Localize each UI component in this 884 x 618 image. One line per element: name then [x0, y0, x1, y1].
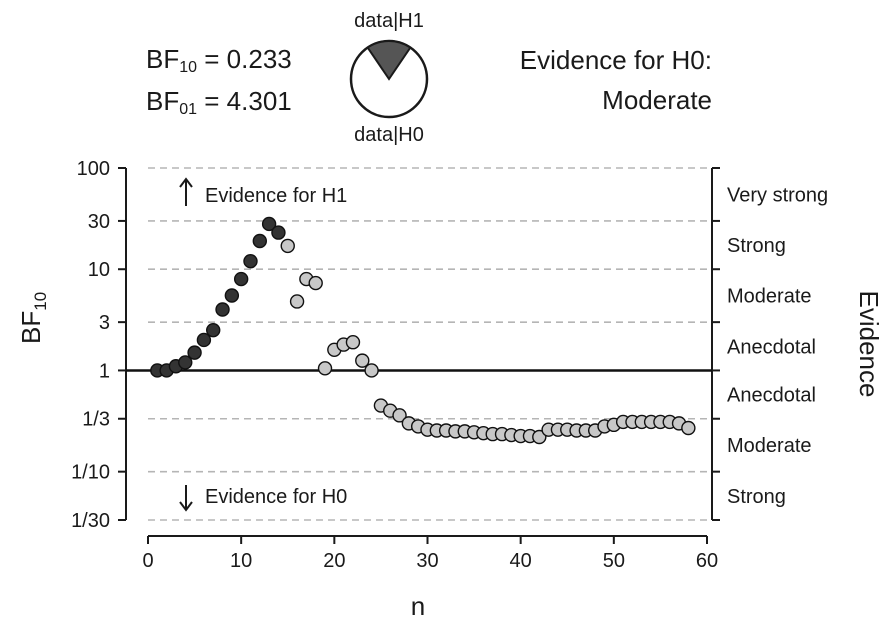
x-tick-label: 30	[416, 550, 438, 572]
evidence-h1-annotation: Evidence for H1	[179, 177, 347, 207]
x-ticks: 0 10 20 30 40 50 60	[142, 536, 718, 572]
data-point	[261, 216, 277, 232]
arrow-up-head	[179, 177, 193, 188]
data-point	[532, 429, 547, 445]
x-tick-label: 0	[142, 550, 153, 572]
bf10-value: = 0.233	[204, 44, 292, 74]
probability-wheel	[349, 39, 429, 119]
evidence-label: Anecdotal	[727, 336, 816, 358]
data-point	[308, 275, 323, 291]
x-tick-label: 60	[696, 550, 718, 572]
data-point	[252, 233, 267, 249]
evidence-label: Strong	[727, 235, 786, 257]
bf10-readout: BF10 = 0.233	[146, 44, 292, 79]
y-axis-title-main: BF	[16, 311, 46, 344]
pie-bottom-label: data|H0	[354, 124, 424, 146]
y-tick-label: 10	[88, 259, 110, 281]
bf10-subscript: 10	[179, 59, 198, 76]
y-tick-label: 1/10	[71, 462, 110, 484]
data-point	[206, 322, 221, 338]
data-point	[280, 238, 295, 254]
data-point	[317, 361, 333, 376]
data-point	[392, 408, 407, 423]
y-tick-label: 1/30	[71, 510, 110, 532]
data-point	[178, 355, 193, 370]
verdict-line-1: Evidence for H0:	[519, 45, 712, 75]
x-tick-label: 20	[323, 550, 345, 572]
y-axis-title: BF10	[16, 292, 50, 344]
y-tick-label: 3	[99, 312, 110, 334]
data-points	[150, 216, 696, 445]
annotation-up-text: Evidence for H1	[205, 185, 347, 207]
x-tick-label: 40	[510, 550, 532, 572]
data-point	[224, 288, 240, 303]
evidence-axis-title: Evidence	[854, 291, 884, 398]
data-point	[187, 345, 202, 360]
evidence-label: Very strong	[727, 184, 828, 206]
data-point	[364, 363, 379, 378]
x-tick-label: 10	[230, 550, 252, 572]
y-axis-title-subscript: 10	[31, 292, 50, 311]
data-point	[271, 225, 286, 240]
data-point	[196, 332, 212, 348]
x-tick-label: 50	[603, 550, 625, 572]
bf01-label: BF	[146, 86, 180, 116]
pie-h1-slice	[366, 40, 412, 81]
evidence-label: Moderate	[727, 286, 812, 308]
data-point	[215, 302, 230, 317]
y-tick-label: 1/3	[82, 409, 110, 431]
data-point	[243, 254, 258, 269]
y-tick-label: 100	[77, 158, 110, 180]
data-point	[345, 335, 361, 350]
bf01-value: = 4.301	[204, 86, 292, 116]
bf10-label: BF	[146, 44, 180, 74]
pie-top-label: data|H1	[354, 10, 424, 32]
y-ticks: 100 30 10 3 1 1/3 1/10 1/30	[71, 158, 126, 532]
data-point	[355, 353, 370, 368]
evidence-label: Moderate	[727, 435, 812, 457]
y-tick-label: 30	[88, 211, 110, 233]
evidence-h0-annotation: Evidence for H0	[179, 485, 347, 512]
data-point	[289, 294, 305, 309]
gridlines	[148, 167, 707, 521]
arrow-down-head	[179, 501, 193, 512]
verdict-line-2: Moderate	[602, 85, 712, 115]
evidence-label: Strong	[727, 486, 786, 508]
bf01-subscript: 01	[179, 101, 198, 118]
evidence-label: Anecdotal	[727, 385, 816, 407]
bf01-readout: BF01 = 4.301	[146, 86, 292, 121]
data-point	[233, 271, 249, 287]
x-axis-title: n	[411, 591, 425, 618]
evidence-ticks: Very strong Strong Moderate Anecdotal Anecdo…	[712, 167, 828, 521]
data-point	[681, 420, 696, 436]
y-tick-label: 1	[99, 360, 110, 382]
annotation-down-text: Evidence for H0	[205, 486, 347, 508]
